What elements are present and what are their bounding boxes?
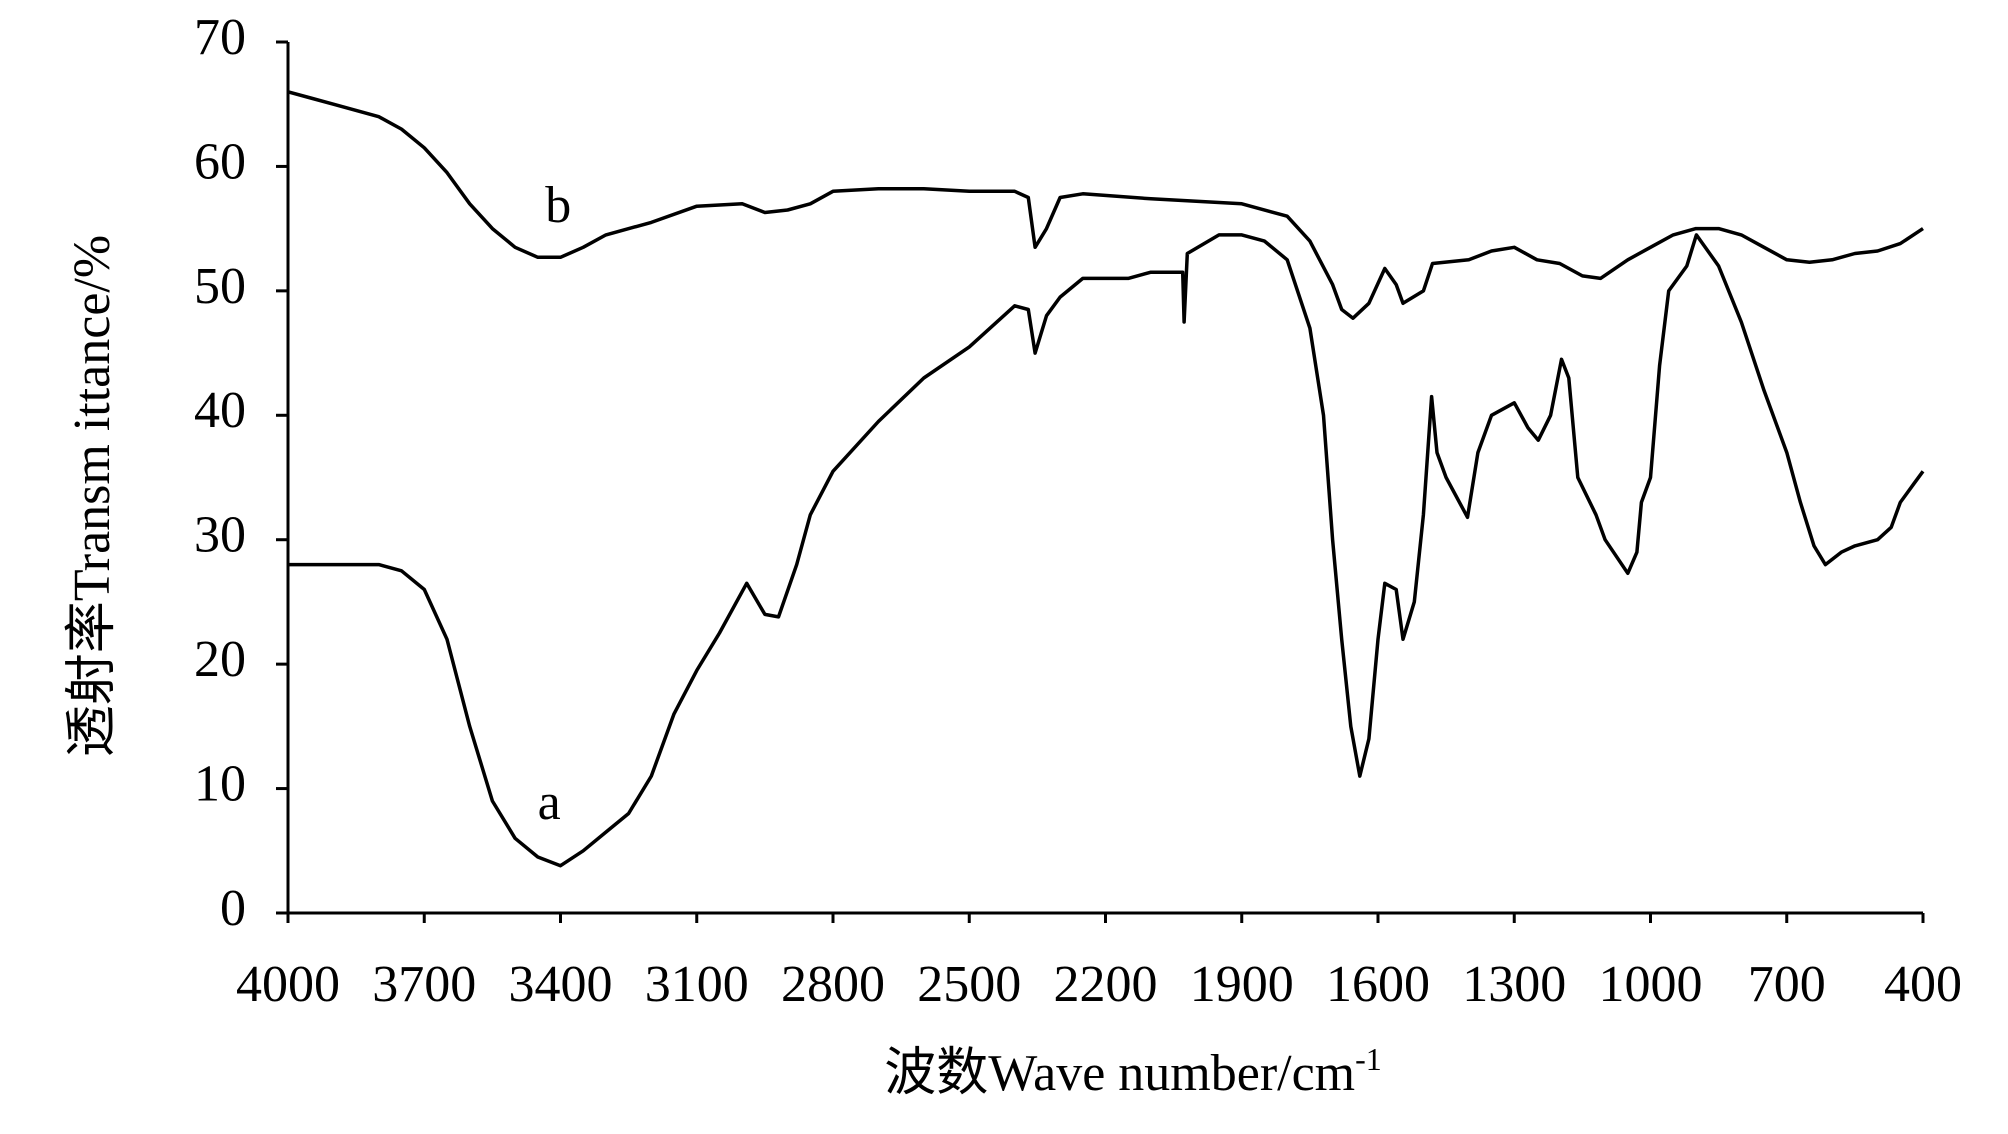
y-tick-label: 50: [194, 258, 246, 315]
curve-label: a: [538, 774, 561, 831]
x-tick-label: 2800: [781, 956, 885, 1013]
x-tick-label: 1300: [1462, 956, 1566, 1013]
x-tick-label: 1000: [1599, 956, 1703, 1013]
y-tick-label: 10: [194, 756, 246, 813]
x-tick-label: 1900: [1190, 956, 1294, 1013]
x-tick-label: 3100: [645, 956, 749, 1013]
y-tick-label: 20: [194, 631, 246, 688]
x-tick-label: 1600: [1326, 956, 1430, 1013]
x-tick-label: 400: [1884, 956, 1962, 1013]
curve-label: b: [545, 177, 571, 234]
spectrum-line: [287, 90, 1924, 320]
x-tick-label: 2200: [1054, 956, 1158, 1013]
y-axis-label: 透射率Transm ittance/%: [64, 235, 121, 757]
x-tick-label: 4000: [236, 956, 340, 1013]
y-tick-label: 60: [194, 133, 246, 190]
y-tick-label: 40: [194, 382, 246, 439]
x-tick-label: 3700: [372, 956, 476, 1013]
x-tick-label: 700: [1748, 956, 1826, 1013]
x-axis-label-superscript: -1: [1355, 1041, 1382, 1077]
y-tick-label: 30: [194, 507, 246, 564]
x-axis-label-main: 波数Wave number/cm: [884, 1045, 1355, 1102]
y-tick-label: 0: [220, 880, 246, 937]
x-tick-label: 2500: [917, 956, 1021, 1013]
x-tick-label: 3400: [509, 956, 613, 1013]
x-axis-label: 波数Wave number/cm-1: [884, 1041, 1382, 1102]
y-tick-label: 70: [194, 9, 246, 66]
spectrum-line: [288, 233, 1925, 868]
